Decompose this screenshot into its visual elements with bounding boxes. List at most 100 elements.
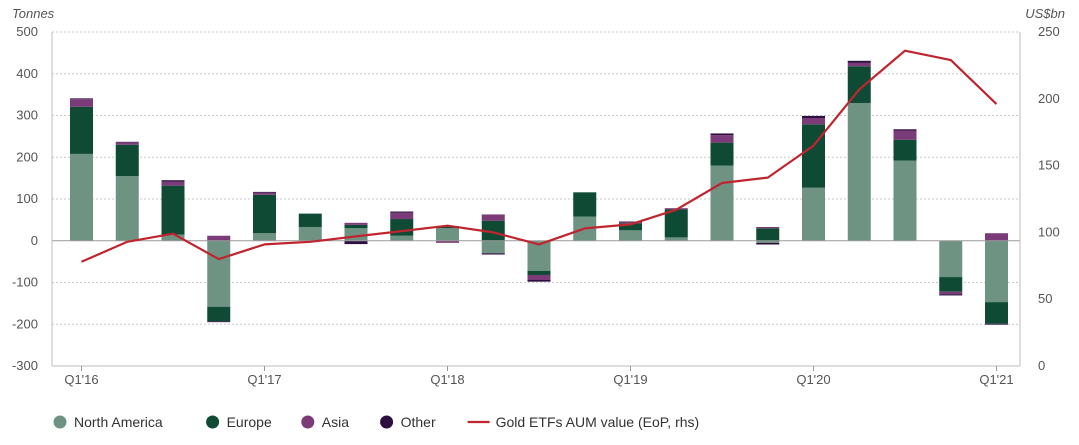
bar-europe	[207, 306, 231, 322]
y-tick-label: -300	[12, 358, 38, 373]
bar-north-america	[664, 237, 688, 241]
bar-asia	[436, 240, 459, 243]
bar-north-america	[70, 153, 93, 241]
bar-europe	[390, 219, 414, 236]
y2-tick-label: 0	[1038, 358, 1045, 373]
right-axis-unit: US$bn	[1025, 6, 1065, 21]
bar-europe	[573, 192, 597, 217]
bar-north-america	[253, 233, 276, 241]
bar-europe	[893, 139, 917, 161]
y-tick-label: -200	[12, 316, 38, 331]
x-tick-label: Q1'18	[430, 372, 464, 387]
bar-europe	[481, 220, 505, 241]
bar-other	[161, 180, 185, 182]
legend: North America Europe Asia Other Gold ETFs AU…	[53, 414, 700, 430]
bar-asia	[802, 118, 825, 125]
bar-asia	[939, 291, 963, 295]
bar-asia	[619, 221, 642, 224]
bar-north-america	[756, 240, 780, 243]
legend-swatch-other	[380, 415, 394, 429]
bar-asia	[481, 214, 505, 221]
bar-europe	[847, 66, 871, 103]
bar-other	[390, 211, 414, 213]
bar-other	[710, 133, 734, 136]
y2-tick-label: 150	[1038, 158, 1060, 173]
bar-north-america	[436, 228, 459, 241]
bars-group	[70, 60, 1008, 325]
legend-label: Other	[401, 414, 436, 430]
bar-north-america	[985, 240, 1008, 303]
bar-asia	[985, 233, 1008, 241]
bar-north-america	[481, 240, 505, 254]
y-tick-label: 500	[16, 24, 38, 39]
bar-other	[344, 240, 368, 245]
bar-other	[619, 221, 642, 223]
y-tick-label: 300	[16, 108, 38, 123]
bar-europe	[253, 194, 276, 234]
bar-asia	[756, 226, 780, 229]
bar-other	[893, 129, 917, 131]
legend-swatch-asia	[301, 415, 315, 429]
bar-europe	[619, 223, 642, 231]
legend-swatch-north-america	[53, 415, 67, 429]
bar-north-america	[207, 240, 231, 307]
bar-asia	[207, 235, 231, 241]
y-tick-label: 400	[16, 66, 38, 81]
x-tick-label: Q1'19	[613, 372, 647, 387]
bar-asia	[390, 212, 414, 220]
legend-label: Asia	[322, 414, 349, 430]
axes-group: 5004003002001000-100-200-300250200150100…	[12, 24, 1060, 387]
bar-north-america	[802, 187, 825, 241]
y-tick-label: -100	[12, 275, 38, 290]
bar-other	[756, 242, 780, 245]
bar-europe	[298, 213, 322, 227]
bar-north-america	[298, 226, 322, 241]
y2-tick-label: 100	[1038, 224, 1060, 239]
bar-asia	[70, 99, 93, 107]
bar-other	[939, 294, 963, 296]
aum-line-group	[81, 49, 998, 263]
bar-other	[527, 279, 551, 282]
bar-asia	[710, 135, 734, 143]
bar-asia	[893, 130, 917, 140]
bar-asia	[344, 222, 368, 225]
y2-tick-label: 50	[1038, 291, 1052, 306]
bar-other	[847, 60, 871, 63]
bar-europe	[436, 226, 459, 229]
bar-north-america	[115, 176, 139, 241]
bar-other	[802, 115, 825, 119]
bar-asia	[161, 181, 185, 186]
gridlines	[52, 31, 1020, 367]
bar-other	[481, 253, 505, 255]
bar-north-america	[619, 230, 642, 241]
bar-europe	[527, 270, 551, 275]
bar-asia	[527, 274, 551, 280]
bar-europe	[664, 209, 688, 238]
bar-north-america	[847, 102, 871, 241]
bar-other	[115, 141, 139, 143]
legend-label: Gold ETFs AUM value (EoP, rhs)	[496, 414, 700, 430]
bar-asia	[115, 142, 139, 145]
bar-north-america	[161, 234, 185, 241]
bar-other	[70, 98, 93, 100]
x-tick-label: Q1'21	[979, 372, 1013, 387]
y-tick-label: 100	[16, 191, 38, 206]
bar-europe	[756, 228, 780, 241]
left-axis-unit: Tonnes	[12, 6, 55, 21]
x-tick-label: Q1'17	[247, 372, 281, 387]
bar-europe	[344, 224, 368, 229]
bar-europe	[802, 124, 825, 188]
bar-north-america	[527, 240, 551, 271]
y2-tick-label: 250	[1038, 24, 1060, 39]
bar-europe	[710, 142, 734, 166]
bar-north-america	[710, 165, 734, 241]
x-tick-label: Q1'16	[64, 372, 98, 387]
bar-europe	[115, 144, 139, 177]
bar-other	[985, 323, 1008, 325]
bar-north-america	[939, 240, 963, 278]
bar-north-america	[893, 160, 917, 241]
bar-europe	[939, 277, 963, 292]
bar-asia	[253, 192, 276, 195]
